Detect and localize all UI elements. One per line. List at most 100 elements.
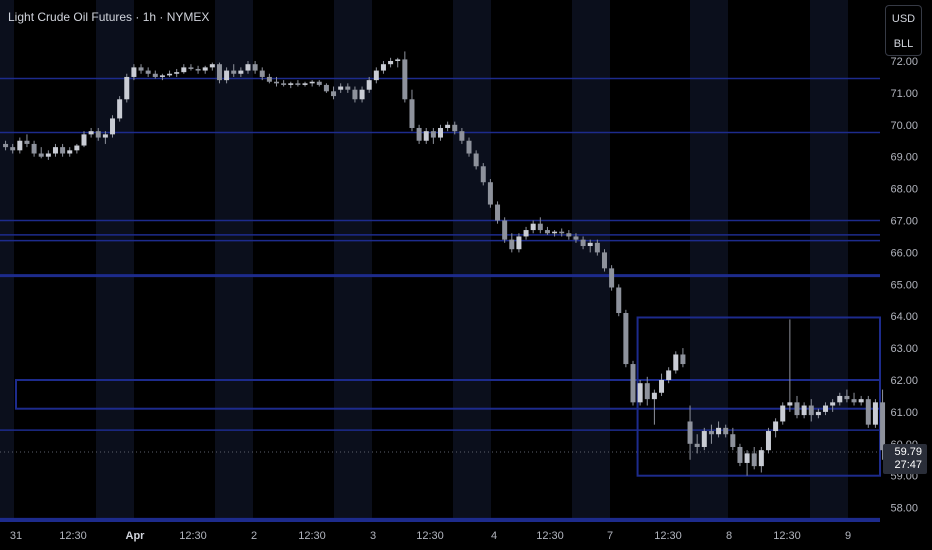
candle-body	[473, 153, 479, 167]
candle-body	[288, 83, 294, 85]
zone-box	[15, 379, 881, 410]
candle-body	[530, 223, 536, 231]
price-tick-label: 64.00	[890, 311, 918, 323]
candle-body	[844, 395, 850, 400]
price-tick-label: 65.00	[890, 279, 918, 291]
horizontal-levels	[0, 77, 880, 521]
candle-body	[623, 313, 629, 365]
candle-body	[60, 147, 66, 154]
candle-body	[224, 70, 230, 81]
candle-body	[117, 99, 123, 119]
candle-body	[174, 72, 180, 74]
time-tick-label: Apr	[126, 530, 146, 542]
price-tick-label: 58.00	[890, 503, 918, 515]
candle-body	[131, 67, 137, 77]
candle-body	[737, 446, 743, 463]
candle-body	[723, 427, 729, 435]
candle-body	[67, 150, 73, 154]
candle-body	[701, 431, 707, 447]
price-tick-label: 68.00	[890, 184, 918, 196]
candle-body	[259, 70, 265, 77]
candle-body	[794, 402, 800, 416]
candle-body	[523, 230, 529, 237]
candle-body	[3, 143, 9, 148]
last-price-tag: 59.79 27:47	[883, 444, 927, 474]
price-tick-label: 67.00	[890, 216, 918, 228]
candle-body	[459, 131, 465, 141]
candle-body	[872, 402, 878, 425]
candle-body	[644, 383, 650, 400]
candle-body	[437, 127, 443, 138]
candle-body	[687, 421, 693, 444]
currency-unit-selector[interactable]: USD BLL	[885, 5, 922, 56]
price-axis: 58.0059.0060.0061.0062.0063.0064.0065.00…	[890, 56, 918, 515]
candle-body	[395, 59, 401, 61]
candle-body	[666, 370, 672, 380]
candle-body	[609, 268, 615, 288]
candle-body	[281, 83, 287, 85]
session-bands	[0, 0, 848, 520]
candle-body	[373, 70, 379, 81]
time-tick-label: 8	[726, 530, 732, 542]
time-tick-label: 12:30	[536, 530, 564, 542]
candle-body	[88, 131, 94, 135]
candle-body	[366, 80, 372, 90]
candle-body	[673, 354, 679, 371]
candle-body	[252, 64, 258, 71]
candle-body	[637, 383, 643, 403]
candle-body	[858, 399, 864, 403]
candle-body	[181, 67, 187, 73]
time-tick-label: 9	[845, 530, 851, 542]
candle-body	[616, 287, 622, 314]
candle-body	[216, 64, 222, 81]
candle-body	[323, 84, 329, 92]
time-tick-label: 12:30	[416, 530, 444, 542]
zone-box	[636, 316, 881, 477]
time-tick-label: 7	[607, 530, 613, 542]
candle-body	[487, 182, 493, 205]
time-tick-label: 4	[491, 530, 497, 542]
candle-body	[601, 252, 607, 269]
price-tick-label: 71.00	[890, 88, 918, 100]
candle-body	[765, 431, 771, 451]
candle-body	[509, 239, 515, 250]
candle-body	[837, 395, 843, 403]
chart-title: Light Crude Oil Futures · 1h · NYMEX	[8, 10, 210, 24]
candle-body	[573, 236, 579, 240]
candle-body	[580, 239, 586, 247]
candle-body	[480, 166, 486, 183]
candle-body	[295, 83, 301, 85]
candle-body	[566, 233, 572, 237]
candle-body	[544, 230, 550, 234]
candle-body	[352, 89, 358, 100]
candle-body	[758, 450, 764, 467]
candle-body	[102, 134, 108, 138]
candle-body	[594, 242, 600, 253]
candle-body	[815, 411, 821, 416]
candle-body	[659, 380, 665, 393]
time-tick-label: 3	[370, 530, 376, 542]
candle-body	[316, 81, 322, 85]
candle-body	[145, 70, 151, 74]
candle-body	[380, 64, 386, 71]
candle-body	[851, 399, 857, 403]
time-tick-label: 12:30	[654, 530, 682, 542]
time-tick-label: 12:30	[179, 530, 207, 542]
candle-body	[331, 91, 337, 97]
candle-body	[202, 67, 208, 71]
candles	[3, 51, 886, 476]
candle-body	[10, 147, 16, 151]
candle-body	[452, 124, 458, 132]
candle-body	[74, 145, 80, 151]
candle-body	[495, 204, 501, 221]
candle-body	[409, 99, 415, 128]
price-tick-label: 63.00	[890, 343, 918, 355]
candle-body	[466, 140, 472, 154]
last-price: 59.79	[894, 446, 922, 458]
candle-body	[38, 153, 44, 157]
candle-body	[345, 86, 351, 90]
candle-body	[552, 231, 558, 234]
candle-body	[266, 76, 272, 82]
candle-body	[302, 83, 308, 85]
